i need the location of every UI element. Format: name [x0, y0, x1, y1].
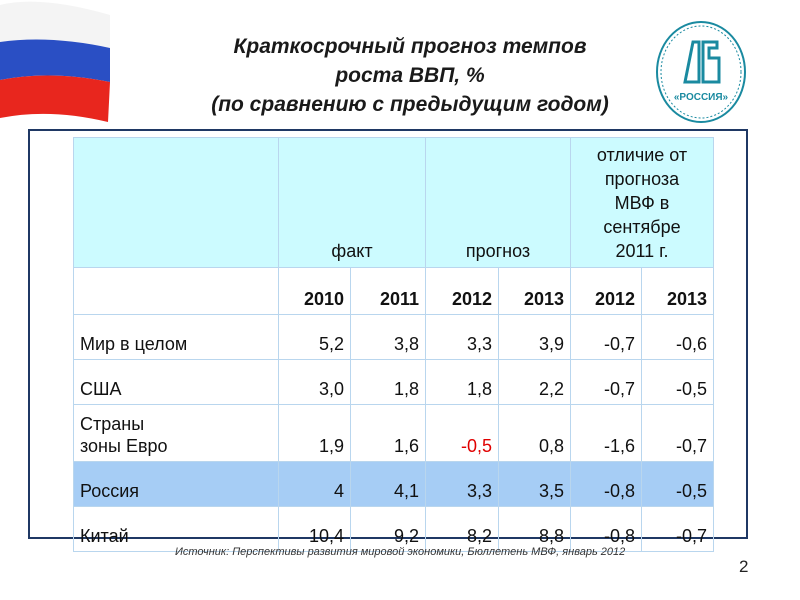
title-line-3: (по сравнению с предыдущим годом)	[211, 93, 609, 116]
row-label: Страны зоны Евро	[73, 404, 279, 462]
year-cell: 2011	[350, 267, 426, 315]
value-cell-highlighted-negative: -0,5	[425, 404, 499, 462]
svg-text:«РОССИЯ»: «РОССИЯ»	[674, 92, 729, 103]
value-cell: 1,8	[350, 359, 426, 405]
value-cell: -0,8	[570, 461, 642, 507]
title-line-1: Краткосрочный прогноз темпов	[233, 35, 587, 58]
year-cell: 2012	[570, 267, 642, 315]
source-note: Источник: Перспективы развития мировой э…	[175, 546, 626, 558]
row-label: Мир в целом	[73, 314, 279, 360]
value-cell: -1,6	[570, 404, 642, 462]
row-label-line-1: Страны	[80, 414, 145, 434]
header-fact: факт	[278, 137, 426, 268]
value-cell: 3,8	[350, 314, 426, 360]
table-row-russia: Россия 4 4,1 3,3 3,5 -0,8 -0,5	[73, 461, 714, 507]
value-cell: -0,5	[641, 461, 714, 507]
year-cell: 2012	[425, 267, 499, 315]
value-cell: 0,8	[498, 404, 571, 462]
value-cell: 10,4	[278, 506, 351, 552]
value-cell: -0,6	[641, 314, 714, 360]
value-cell: 8,8	[498, 506, 571, 552]
value-cell: 4,1	[350, 461, 426, 507]
value-cell: -0,5	[641, 359, 714, 405]
value-cell: 2,2	[498, 359, 571, 405]
title-line-2: роста ВВП, %	[335, 64, 485, 87]
value-cell: -0,7	[570, 359, 642, 405]
value-cell: 3,9	[498, 314, 571, 360]
group-header-row: факт прогноз отличие от прогноза МВФ в с…	[73, 137, 714, 268]
table-row-usa: США 3,0 1,8 1,8 2,2 -0,7 -0,5	[73, 359, 714, 405]
value-cell: -0,8	[570, 506, 642, 552]
value-cell: 1,6	[350, 404, 426, 462]
year-header-row: 2010 2011 2012 2013 2012 2013	[73, 267, 714, 315]
value-cell: 9,2	[350, 506, 426, 552]
value-cell: 8,2	[425, 506, 499, 552]
year-cell: 2013	[498, 267, 571, 315]
row-label: Россия	[73, 461, 279, 507]
value-cell: 3,3	[425, 461, 499, 507]
row-label-line-2: зоны Евро	[80, 436, 168, 456]
value-cell: 1,9	[278, 404, 351, 462]
russian-flag-image	[0, 1, 110, 122]
header-forecast: прогноз	[425, 137, 571, 268]
value-cell: -0,7	[570, 314, 642, 360]
page-number: 2	[739, 557, 749, 576]
gdp-forecast-table: факт прогноз отличие от прогноза МВФ в с…	[73, 137, 714, 552]
value-cell: 3,0	[278, 359, 351, 405]
year-cell: 2013	[641, 267, 714, 315]
header-imf-difference: отличие от прогноза МВФ в сентябре 2011 …	[570, 137, 714, 268]
year-cell: 2010	[278, 267, 351, 315]
bank-logo-seal: «РОССИЯ»	[656, 21, 746, 123]
value-cell: 4	[278, 461, 351, 507]
empty-header-cell	[73, 137, 279, 268]
value-cell: 1,8	[425, 359, 499, 405]
value-cell: 5,2	[278, 314, 351, 360]
table-row-world: Мир в целом 5,2 3,8 3,3 3,9 -0,7 -0,6	[73, 314, 714, 360]
row-label: Китай	[73, 506, 279, 552]
value-cell: 3,3	[425, 314, 499, 360]
value-cell: -0,7	[641, 506, 714, 552]
value-cell: -0,7	[641, 404, 714, 462]
row-label: США	[73, 359, 279, 405]
table-row-eurozone: Страны зоны Евро 1,9 1,6 -0,5 0,8 -1,6 -…	[73, 404, 714, 462]
value-cell: 3,5	[498, 461, 571, 507]
empty-year-cell	[73, 267, 279, 315]
slide-title: Краткосрочный прогноз темпов роста ВВП, …	[160, 32, 660, 119]
table-row-china: Китай 10,4 9,2 8,2 8,8 -0,8 -0,7	[73, 506, 714, 552]
